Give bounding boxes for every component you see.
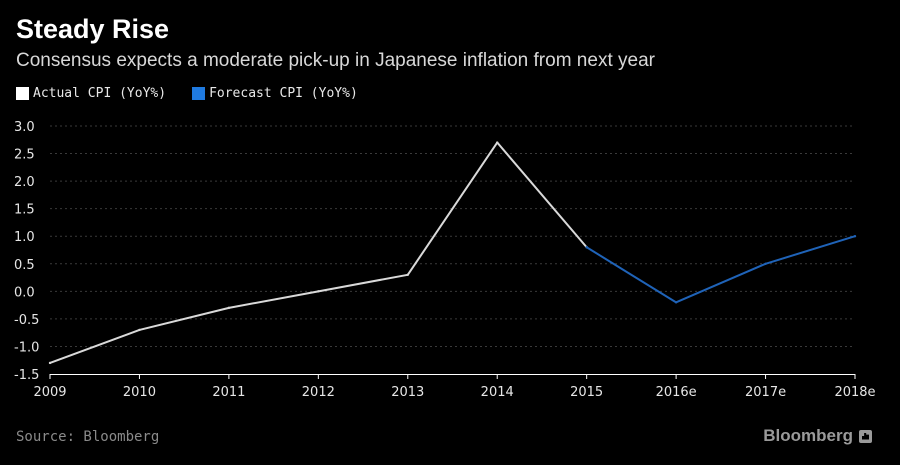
legend-swatch-actual xyxy=(16,87,29,100)
x-tick-label: 2011 xyxy=(212,385,245,400)
data-point xyxy=(853,235,857,238)
source-note: Source: Bloomberg xyxy=(16,429,160,445)
legend-item-actual: Actual CPI (YoY%) xyxy=(16,86,166,101)
y-tick-label: 3.0 xyxy=(14,120,35,135)
data-point xyxy=(48,361,52,365)
x-tick-label: 2014 xyxy=(481,385,514,400)
y-tick-label: -1.5 xyxy=(14,368,39,383)
data-point xyxy=(674,301,678,304)
x-tick-label: 2009 xyxy=(33,385,66,400)
y-tick-label: -1.0 xyxy=(14,340,39,355)
forecast-cpi-line xyxy=(586,235,856,304)
legend-label-forecast: Forecast CPI (YoY%) xyxy=(209,86,358,101)
data-point xyxy=(406,273,409,276)
y-tick-label: 2.5 xyxy=(14,148,35,163)
y-tick-label: 0.5 xyxy=(14,258,35,273)
x-tick-label: 2015 xyxy=(570,385,603,400)
data-point xyxy=(138,328,141,332)
x-tick-label: 2016e xyxy=(656,385,697,400)
x-tick-label: 2017e xyxy=(745,385,786,400)
x-tick-label: 2012 xyxy=(302,385,335,400)
y-tick-label: 0.0 xyxy=(14,285,35,300)
actual-cpi-line xyxy=(49,141,588,364)
chart-title: Steady Rise xyxy=(16,14,170,44)
legend-label-actual: Actual CPI (YoY%) xyxy=(33,86,167,101)
x-tick-label: 2018e xyxy=(834,385,875,400)
legend-item-forecast: Forecast CPI (YoY%) xyxy=(192,86,358,101)
x-tick-label: 2010 xyxy=(123,385,156,400)
legend-swatch-forecast xyxy=(192,87,206,100)
data-point xyxy=(585,246,588,249)
y-tick-label: 1.0 xyxy=(14,230,35,245)
data-point xyxy=(317,290,320,293)
chart-subtitle: Consensus expects a moderate pick-up in … xyxy=(16,50,655,71)
y-tick-label: -0.5 xyxy=(14,313,39,328)
terminal-icon xyxy=(859,429,872,443)
y-tick-label: 1.5 xyxy=(14,203,35,218)
y-tick-label: 2.0 xyxy=(14,175,35,190)
data-point xyxy=(227,306,231,310)
brand-logo: Bloomberg xyxy=(763,426,872,446)
x-tick-label: 2013 xyxy=(391,385,424,400)
data-point xyxy=(496,141,499,144)
data-point xyxy=(764,262,767,265)
chart-legend: Actual CPI (YoY%) Forecast CPI (YoY%) xyxy=(16,86,384,101)
brand-name: Bloomberg xyxy=(763,426,853,445)
